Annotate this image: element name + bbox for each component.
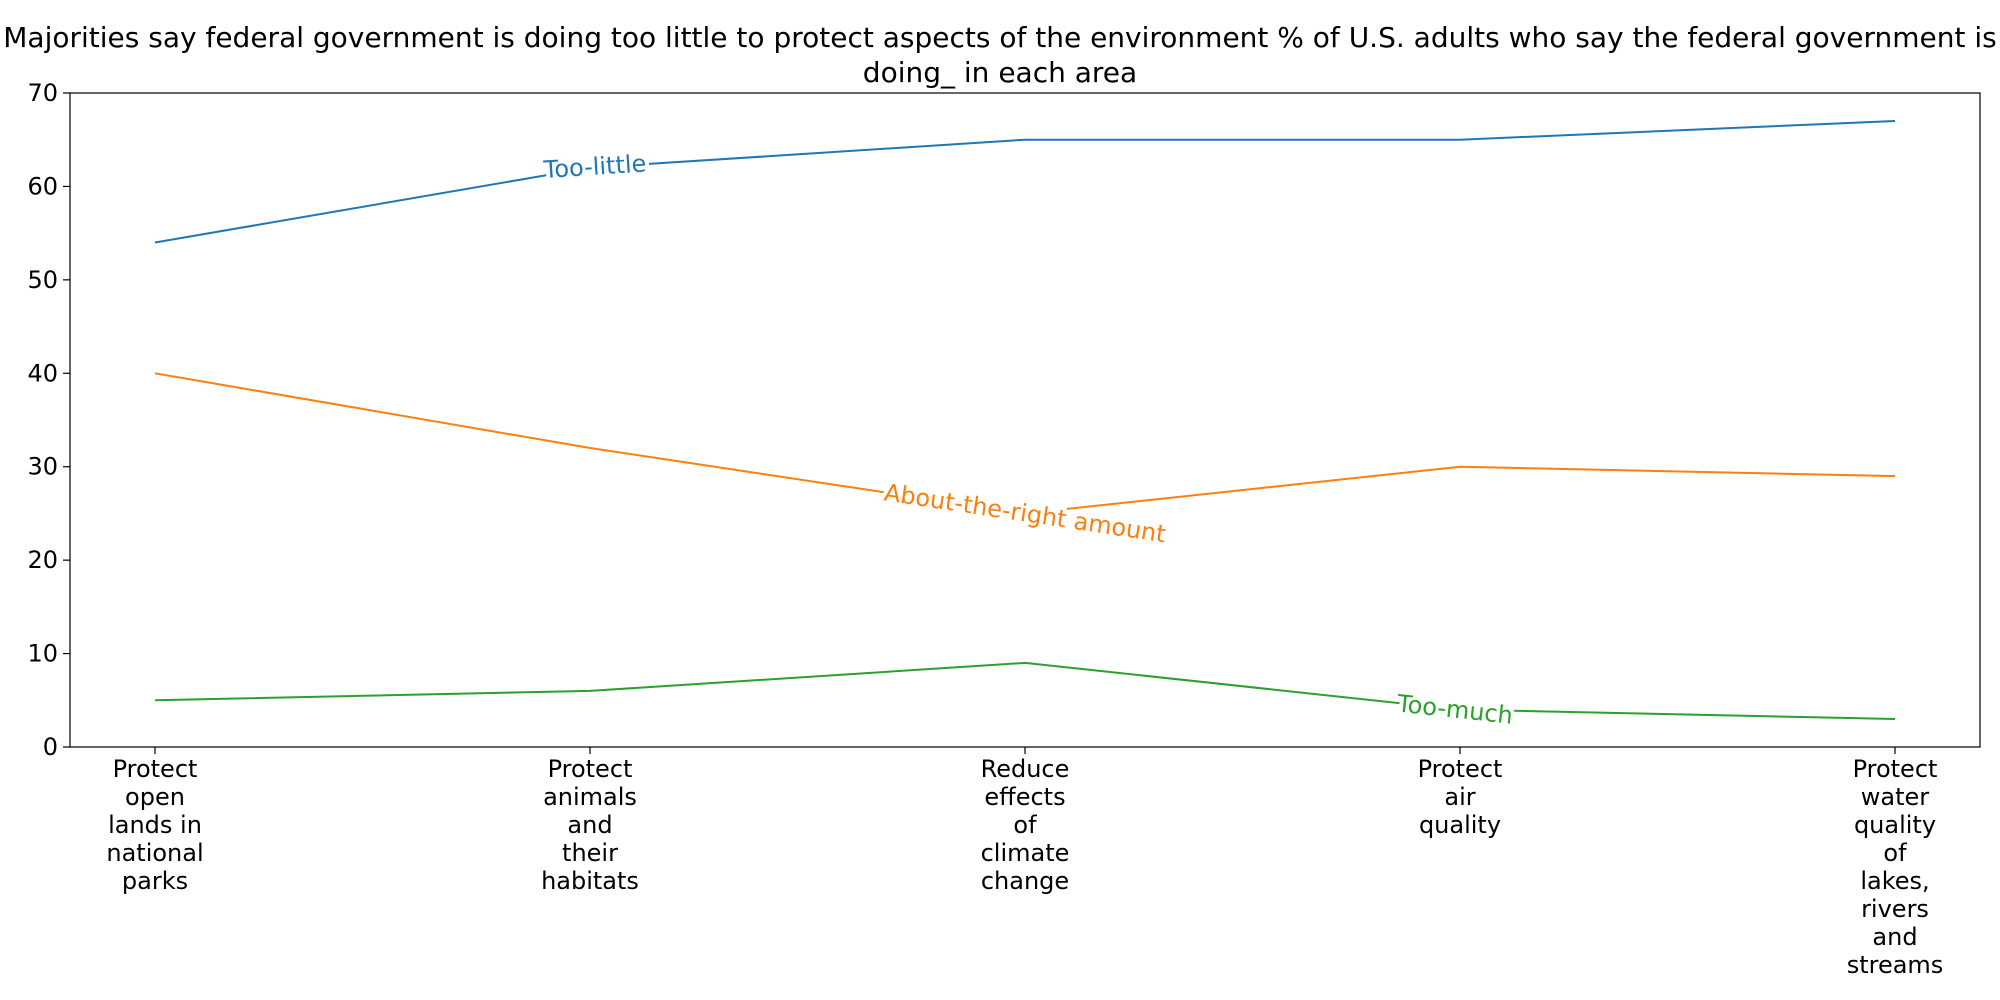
x-tick-label: Protect water quality of lakes, rivers and stre… [1847, 755, 1944, 979]
y-tick-label: 10 [27, 640, 58, 668]
y-tick-label: 20 [27, 546, 58, 574]
x-tick-label: Reduce effects of climate change [981, 755, 1070, 895]
series-line-2 [154, 661, 1896, 720]
x-tick-label: Protect open lands in national parks [106, 755, 203, 895]
series-labels: Too-little About-the-right amount Too-much [538, 145, 1518, 733]
series-label-1: About-the-right amount [882, 478, 1167, 548]
y-tick-label: 70 [27, 79, 58, 107]
x-axis: Protect open lands in national parks Protect a… [106, 747, 1943, 979]
plot-area-frame [69, 92, 1981, 748]
x-tick-label: Protect animals and their habitats [541, 755, 639, 895]
y-axis: 0 10 20 30 40 50 60 70 [27, 79, 70, 761]
y-tick-label: 50 [27, 266, 58, 294]
series-label-2: Too-much [1395, 689, 1514, 729]
y-tick-label: 30 [27, 453, 58, 481]
chart-title: Majorities say federal government is doi… [3, 21, 1997, 89]
y-tick-label: 40 [27, 359, 58, 387]
x-tick-label: Protect air quality [1418, 755, 1503, 839]
series-lines [154, 120, 1896, 720]
series-line-0 [154, 120, 1896, 244]
series-line-1 [154, 372, 1896, 515]
y-tick-label: 60 [27, 172, 58, 200]
series-label-0: Too-little [542, 149, 647, 184]
y-tick-label: 0 [43, 733, 58, 761]
